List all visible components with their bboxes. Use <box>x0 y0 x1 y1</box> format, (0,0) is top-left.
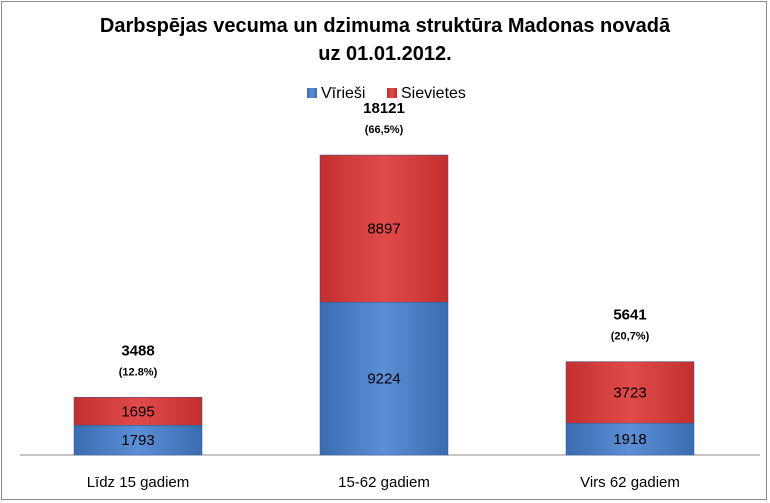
x-tick-label-2: 15-62 gadiem <box>338 474 430 491</box>
total-label-3: 5641 <box>613 307 646 324</box>
legend: Vīrieši Sievietes <box>307 85 466 102</box>
total-label-2: 18121 <box>363 100 405 117</box>
percent-label-3: (20,7%) <box>611 331 650 343</box>
bar-virieshi-2 <box>319 302 449 456</box>
bar-virieshi-1 <box>73 425 203 456</box>
legend-label-virieshi: Vīrieši <box>321 85 365 102</box>
chart-title-line-2: uz 01.01.2012. <box>318 43 451 65</box>
chart-title-line-1: Darbspējas vecuma un dzimuma struktūra M… <box>100 15 671 37</box>
bars-group <box>73 154 695 456</box>
value-label-sievietes-2: 8897 <box>367 221 400 238</box>
total-label-1: 3488 <box>121 342 154 359</box>
value-label-sievietes-3: 3723 <box>613 384 646 401</box>
legend-swatch-sievietes <box>387 88 397 98</box>
value-label-sievietes-1: 1695 <box>121 403 154 420</box>
value-label-virieshi-2: 9224 <box>367 371 400 388</box>
labels-group: 1793 1695 3488 (12.8%) Līdz 15 gadiem 9224 889… <box>87 100 680 491</box>
x-tick-label-1: Līdz 15 gadiem <box>87 474 190 491</box>
percent-label-2: (66,5%) <box>365 124 404 136</box>
legend-label-sievietes: Sievietes <box>401 85 466 102</box>
bar-sievietes-1 <box>73 397 203 426</box>
x-tick-label-3: Virs 62 gadiem <box>580 474 680 491</box>
legend-swatch-virieshi <box>307 88 317 98</box>
bar-sievietes-2 <box>319 154 449 303</box>
percent-label-1: (12.8%) <box>119 366 158 378</box>
bar-sievietes-3 <box>565 361 695 424</box>
value-label-virieshi-1: 1793 <box>121 432 154 449</box>
value-label-virieshi-3: 1918 <box>613 431 646 448</box>
